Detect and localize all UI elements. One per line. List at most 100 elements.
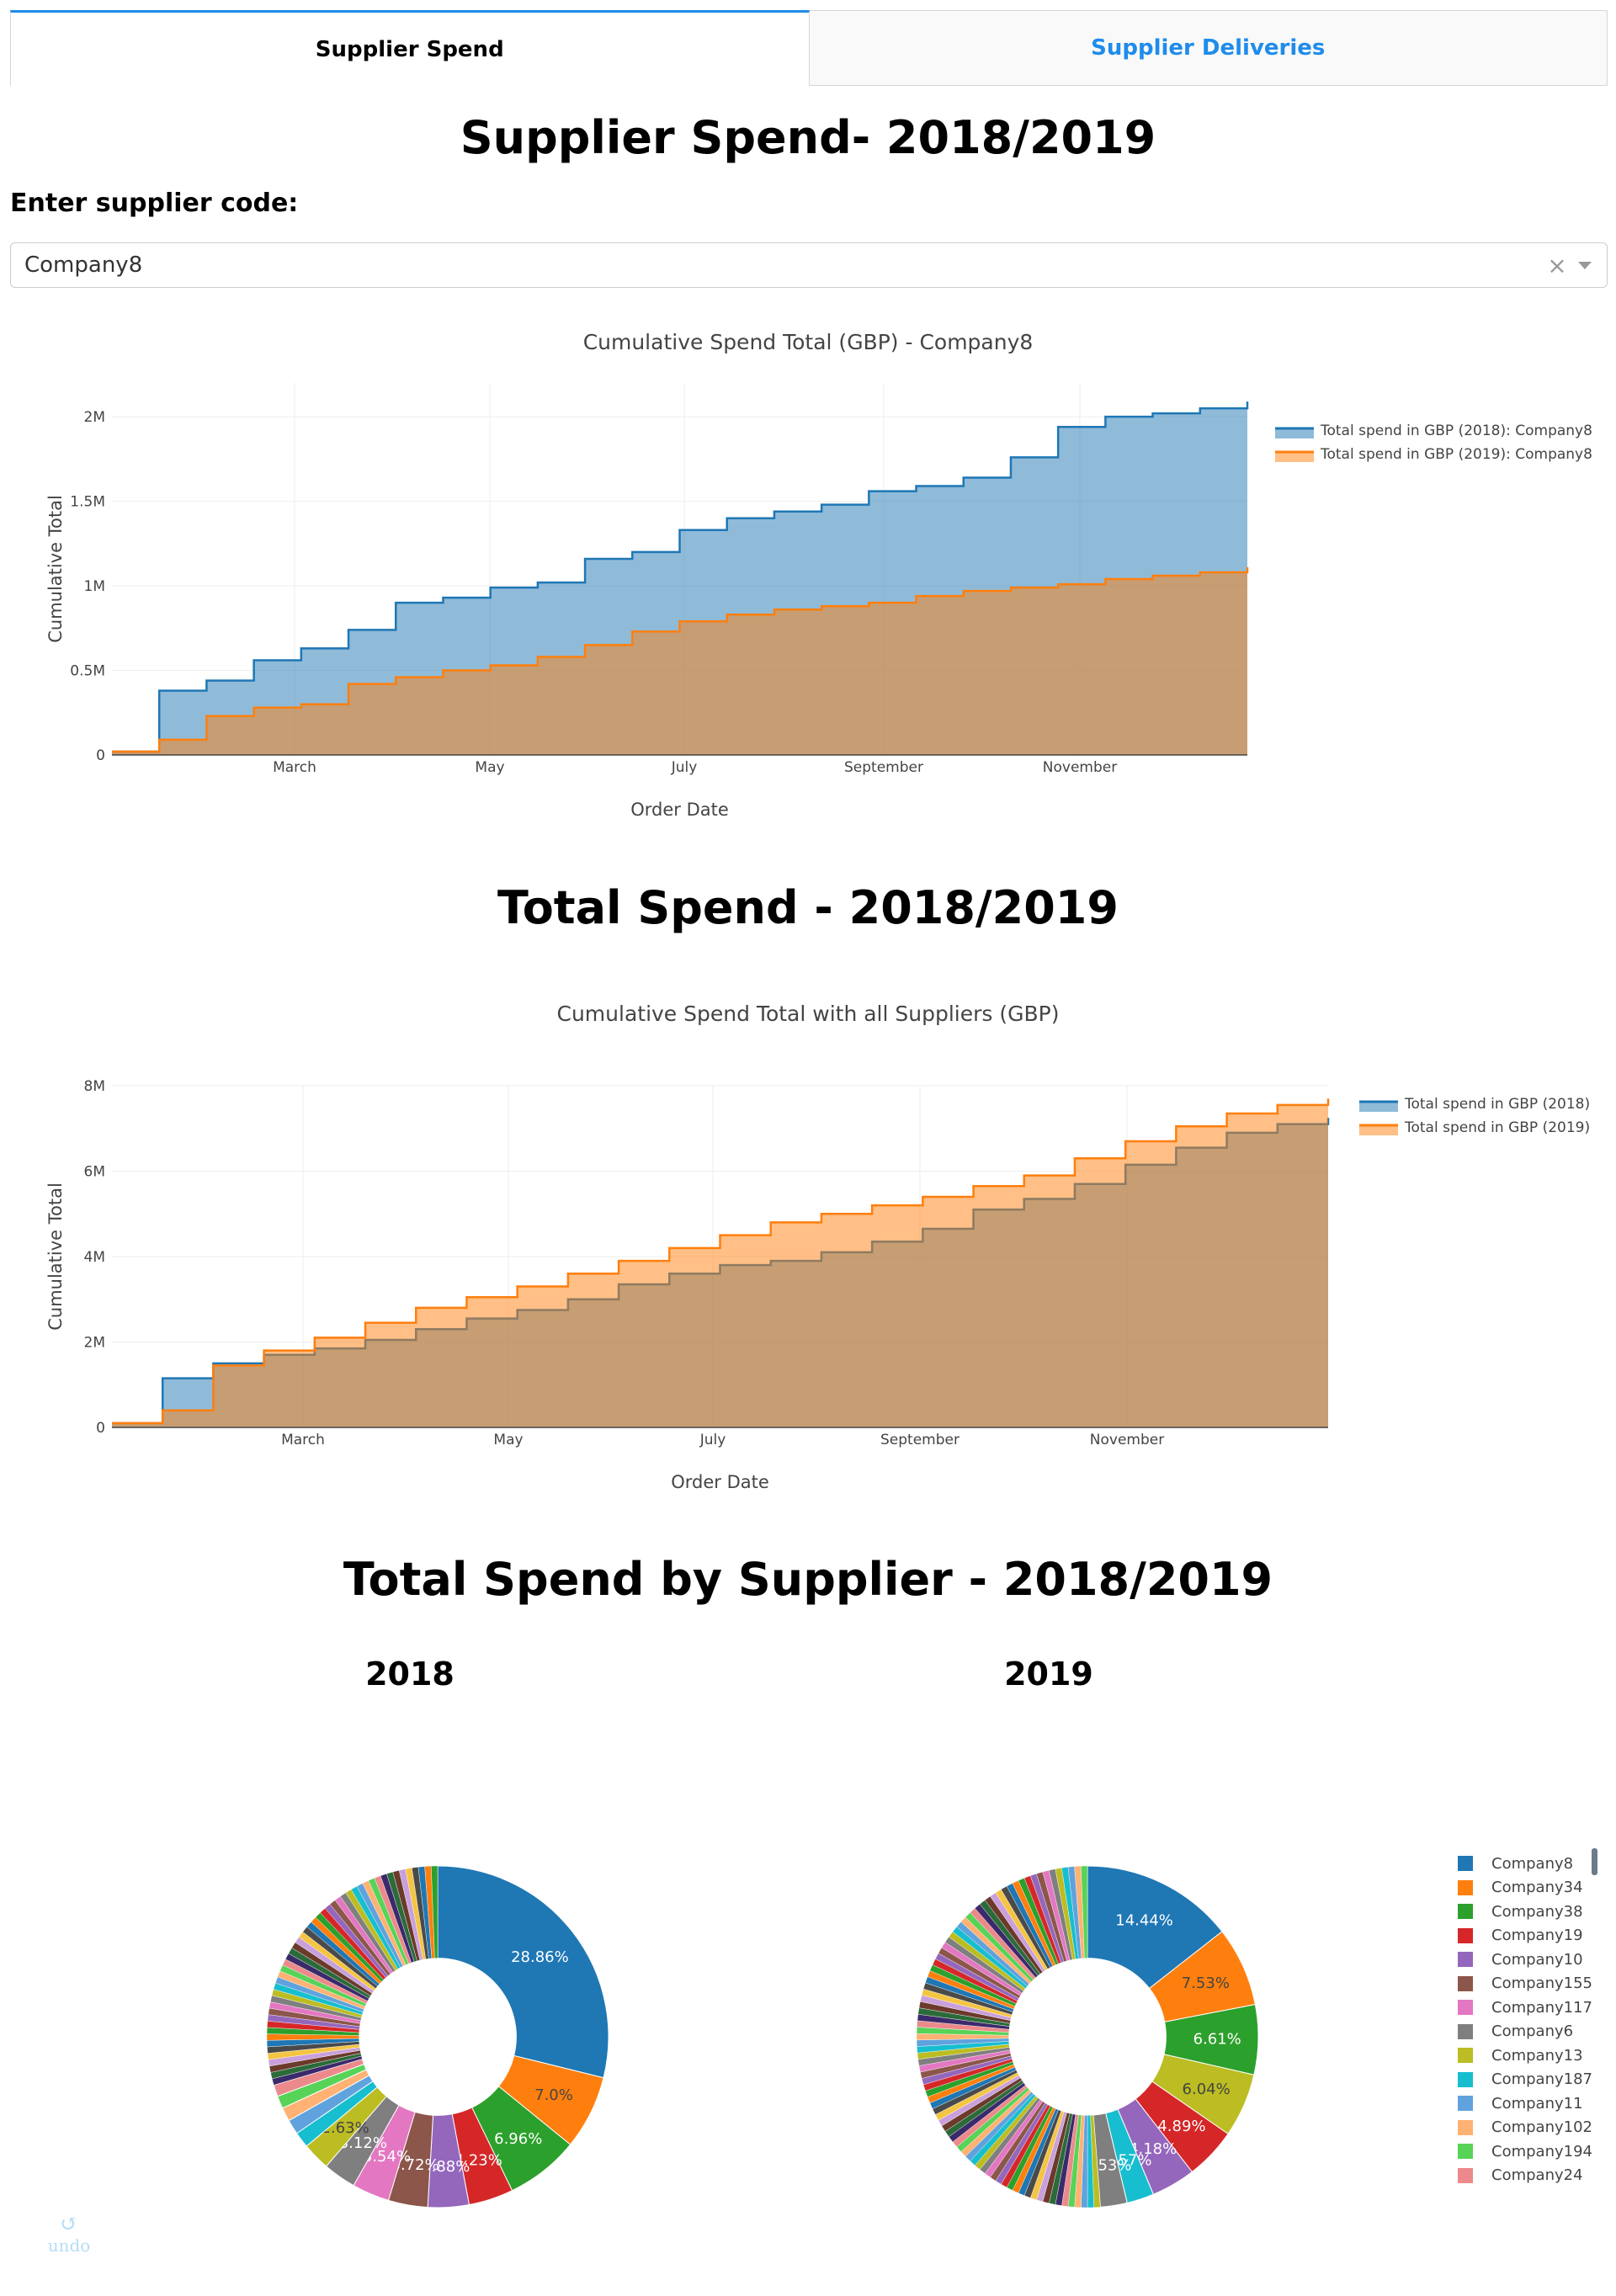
legend-swatch (1458, 1975, 1473, 1991)
area-series-2 (112, 566, 1247, 755)
legend-swatch (1458, 2096, 1473, 2112)
legend-swatch (1458, 1856, 1473, 1872)
pie-slice-label: 3.88% (422, 2158, 470, 2176)
legend-label[interactable]: Total spend in GBP (2019) (1404, 1119, 1590, 1136)
pie-slice-label: 6.04% (1183, 2081, 1231, 2098)
tab-supplier-spend[interactable]: Supplier Spend (10, 10, 810, 86)
y-axis-title: Cumulative Total (45, 495, 66, 643)
legend-item[interactable]: Company10 (1456, 1948, 1599, 1972)
pie-slice[interactable] (1081, 1865, 1088, 1959)
pie-slice[interactable] (431, 1865, 439, 1959)
legend-swatch (1458, 2144, 1473, 2160)
y-tick-label: 0 (96, 747, 105, 764)
legend-item[interactable]: Company6 (1456, 2020, 1599, 2044)
y-tick-label: 0.5M (70, 663, 105, 680)
supplier-code-dropdown[interactable]: Company8 × (10, 242, 1608, 288)
undo-button[interactable]: ↺ undo (44, 2214, 94, 2256)
x-tick-label: May (493, 1432, 523, 1448)
legend-item[interactable]: Company8 (1456, 1852, 1599, 1876)
pie-slice-label: 3.72% (391, 2156, 439, 2174)
page-title: Supplier Spend- 2018/2019 (460, 111, 1156, 164)
y-tick-label: 6M (84, 1164, 105, 1181)
y-tick-label: 2M (84, 1335, 105, 1352)
legend-label: Company24 (1491, 2166, 1583, 2185)
x-tick-label: November (1090, 1432, 1164, 1448)
legend-swatch[interactable] (1275, 452, 1314, 462)
pie-2019-title: 2019 (1004, 1656, 1093, 1693)
legend-label: Company13 (1491, 2046, 1583, 2065)
legend-label[interactable]: Total spend in GBP (2018): Company8 (1320, 423, 1592, 439)
legend-label[interactable]: Total spend in GBP (2018) (1404, 1096, 1590, 1113)
pie-slice-label: 7.53% (1182, 1974, 1230, 1992)
legend-label: Company11 (1491, 2094, 1583, 2113)
y-tick-label: 8M (84, 1078, 105, 1095)
pie-slice-label: 3.12% (339, 2134, 387, 2152)
pie-slice-label: 6.61% (1193, 2031, 1241, 2049)
clear-icon[interactable]: × (1547, 251, 1567, 279)
x-tick-label: September (880, 1432, 960, 1448)
legend-swatch (1458, 1927, 1473, 1943)
legend-item[interactable]: Company155 (1456, 1972, 1599, 1996)
legend-swatch (1458, 2000, 1473, 2016)
tab-bar: Supplier Spend Supplier Deliveries (10, 10, 1608, 86)
legend-item[interactable]: Company187 (1456, 2068, 1599, 2092)
legend-swatch[interactable] (1275, 428, 1314, 438)
y-tick-label: 0 (96, 1420, 105, 1437)
x-tick-label: March (273, 759, 316, 776)
section-title-by-supplier: Total Spend by Supplier - 2018/2019 (343, 1553, 1273, 1606)
legend-item[interactable]: Company102 (1456, 2116, 1599, 2140)
legend-label: Company8 (1491, 1854, 1574, 1873)
tab-supplier-deliveries[interactable]: Supplier Deliveries (809, 10, 1608, 86)
y-tick-label: 4M (84, 1249, 105, 1266)
legend-label[interactable]: Total spend in GBP (2019): Company8 (1320, 446, 1592, 463)
legend-item[interactable]: Company11 (1456, 2091, 1599, 2116)
chevron-down-icon[interactable] (1578, 261, 1592, 269)
undo-icon: ↺ (60, 2212, 78, 2237)
chart1-title: Cumulative Spend Total (GBP) - Company8 (582, 330, 1034, 354)
legend-label: Company10 (1491, 1950, 1583, 1969)
pie-slice-label: 4.18% (1129, 2140, 1177, 2158)
section-title-total-spend: Total Spend - 2018/2019 (497, 881, 1119, 934)
x-axis-title: Order Date (671, 1472, 769, 1492)
line-series-2 (112, 566, 1249, 753)
chart2-all-suppliers-cumulative: 0 2M 4M 6M 8M March May July September November Or… (45, 1078, 1590, 1492)
pie-slice-label: 4.23% (454, 2151, 502, 2169)
x-tick-label: March (281, 1432, 325, 1448)
legend-swatch[interactable] (1359, 1125, 1398, 1135)
line-series-1 (112, 401, 1249, 753)
legend-swatch (1458, 2119, 1473, 2135)
pie-charts: 28.86% 7.0% 6.96% 4.23%3.88%3.72%3.54%3.12%… (266, 1865, 1259, 2208)
pie-slice-label: 14.44% (1115, 1911, 1173, 1929)
y-axis-title: Cumulative Total (45, 1183, 66, 1331)
legend-swatch (1458, 2167, 1473, 2183)
chart2-title: Cumulative Spend Total with all Supplier… (556, 1002, 1060, 1026)
legend-label: Company117 (1491, 1998, 1592, 2017)
legend-scrollbar[interactable] (1592, 1848, 1597, 1875)
pie-slice-label: 28.86% (511, 1948, 569, 1966)
legend-item[interactable]: Company24 (1456, 2164, 1599, 2188)
legend-item[interactable]: Company34 (1456, 1876, 1599, 1900)
legend-item[interactable]: Company117 (1456, 1996, 1599, 2020)
y-tick-label: 1.5M (70, 494, 105, 511)
y-tick-label: 1M (84, 578, 105, 595)
legend-label: Company38 (1491, 1902, 1583, 1921)
area-series-2 (112, 1098, 1328, 1427)
pie-slice-label: 4.89% (1157, 2118, 1205, 2135)
legend-item[interactable]: Company13 (1456, 2044, 1599, 2068)
dropdown-value: Company8 (24, 252, 143, 278)
legend-label: Company6 (1491, 2022, 1574, 2041)
legend-item[interactable]: Company194 (1456, 2139, 1599, 2164)
legend-label: Company155 (1491, 1974, 1592, 1993)
legend-item[interactable]: Company38 (1456, 1900, 1599, 1924)
legend-label: Company19 (1491, 1927, 1583, 1945)
x-tick-label: September (844, 759, 923, 776)
legend-item[interactable]: Company19 (1456, 1924, 1599, 1948)
chart1-company8-cumulative: 0 0.5M 1M 1.5M 2M March May July September Novemb… (45, 383, 1592, 820)
x-tick-label: July (699, 1432, 726, 1448)
pie-slice[interactable] (437, 1865, 609, 2079)
x-tick-label: November (1043, 759, 1117, 776)
pie-slice-label: 3.54% (363, 2148, 411, 2166)
pie-legend: Company8 Company34 Company38 Company19 Compa… (1456, 1852, 1599, 2188)
legend-swatch (1458, 2071, 1473, 2087)
legend-swatch[interactable] (1359, 1102, 1398, 1112)
